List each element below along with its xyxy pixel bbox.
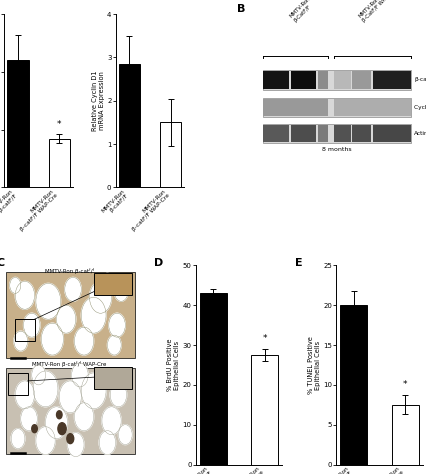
- Circle shape: [36, 427, 55, 455]
- Text: Cyclin D1: Cyclin D1: [413, 105, 426, 110]
- Circle shape: [46, 407, 67, 438]
- Bar: [290, 72, 316, 89]
- Bar: [262, 71, 410, 90]
- Text: D: D: [154, 257, 163, 267]
- Text: Actin: Actin: [413, 131, 426, 136]
- Bar: [93, 273, 132, 295]
- Circle shape: [81, 297, 106, 333]
- Bar: [9, 373, 28, 395]
- Circle shape: [102, 273, 112, 289]
- Circle shape: [118, 425, 132, 445]
- Circle shape: [89, 282, 111, 313]
- Bar: [333, 125, 350, 142]
- Bar: [6, 368, 135, 454]
- Circle shape: [65, 277, 81, 301]
- Circle shape: [23, 313, 40, 337]
- Text: *: *: [402, 380, 407, 389]
- Circle shape: [32, 365, 46, 385]
- Circle shape: [15, 282, 35, 309]
- Circle shape: [10, 277, 21, 293]
- Circle shape: [102, 407, 121, 435]
- Circle shape: [32, 425, 37, 433]
- Y-axis label: % TUNEL Positive
Epithelial Cells: % TUNEL Positive Epithelial Cells: [307, 336, 320, 394]
- Circle shape: [114, 282, 128, 301]
- Bar: [333, 99, 410, 116]
- Bar: [262, 98, 410, 117]
- Text: E: E: [294, 257, 302, 267]
- Bar: [251, 355, 278, 465]
- Circle shape: [11, 428, 25, 448]
- Circle shape: [21, 407, 37, 431]
- Bar: [351, 72, 370, 89]
- Bar: [159, 122, 181, 187]
- Bar: [49, 139, 70, 187]
- Circle shape: [107, 335, 121, 355]
- Text: 8 months: 8 months: [321, 147, 351, 152]
- Bar: [93, 367, 132, 389]
- Circle shape: [81, 373, 106, 409]
- Circle shape: [33, 371, 58, 407]
- Bar: [372, 72, 410, 89]
- Circle shape: [67, 433, 84, 456]
- Bar: [333, 72, 350, 89]
- Circle shape: [56, 411, 62, 419]
- Text: MMTV-Ron
β-CatF/F WAP-Cre: MMTV-Ron β-CatF/F WAP-Cre: [357, 0, 397, 23]
- Bar: [262, 125, 288, 142]
- Bar: [262, 124, 410, 143]
- Circle shape: [67, 434, 74, 444]
- Circle shape: [109, 313, 125, 337]
- Text: C: C: [0, 257, 4, 267]
- Bar: [262, 99, 328, 116]
- Circle shape: [99, 431, 115, 455]
- Bar: [118, 64, 140, 187]
- Bar: [372, 125, 410, 142]
- Bar: [262, 72, 288, 89]
- Circle shape: [72, 363, 88, 387]
- Bar: [339, 305, 366, 465]
- Text: MMTV-Ron
β-CatF/F: MMTV-Ron β-CatF/F: [288, 0, 315, 23]
- Bar: [317, 125, 328, 142]
- Text: *: *: [57, 120, 61, 129]
- Circle shape: [14, 331, 28, 351]
- Circle shape: [56, 305, 75, 333]
- Text: β-catenin: β-catenin: [413, 77, 426, 82]
- Circle shape: [74, 403, 93, 431]
- Y-axis label: Relative Cyclin D1
mRNA Expression: Relative Cyclin D1 mRNA Expression: [92, 71, 105, 131]
- Circle shape: [58, 423, 66, 435]
- Circle shape: [41, 323, 63, 355]
- Circle shape: [59, 381, 81, 413]
- Bar: [7, 60, 29, 187]
- Text: MMTV-Ron β-catᶠ/ᶠ WAP-Cre: MMTV-Ron β-catᶠ/ᶠ WAP-Cre: [32, 361, 106, 367]
- Circle shape: [36, 283, 60, 319]
- Circle shape: [110, 383, 127, 407]
- Bar: [199, 293, 226, 465]
- Text: B: B: [237, 4, 245, 14]
- Bar: [351, 125, 370, 142]
- Text: MMTV-Ron β-catᶠ/ᶠ: MMTV-Ron β-catᶠ/ᶠ: [45, 268, 94, 274]
- Circle shape: [74, 327, 93, 355]
- Bar: [6, 273, 135, 358]
- Text: *: *: [262, 334, 267, 343]
- Circle shape: [15, 381, 35, 409]
- Y-axis label: % BrdU Positive
Epithelial Cells: % BrdU Positive Epithelial Cells: [167, 339, 180, 391]
- Bar: [391, 405, 418, 465]
- Bar: [317, 72, 328, 89]
- Bar: [290, 125, 316, 142]
- Bar: [15, 319, 35, 341]
